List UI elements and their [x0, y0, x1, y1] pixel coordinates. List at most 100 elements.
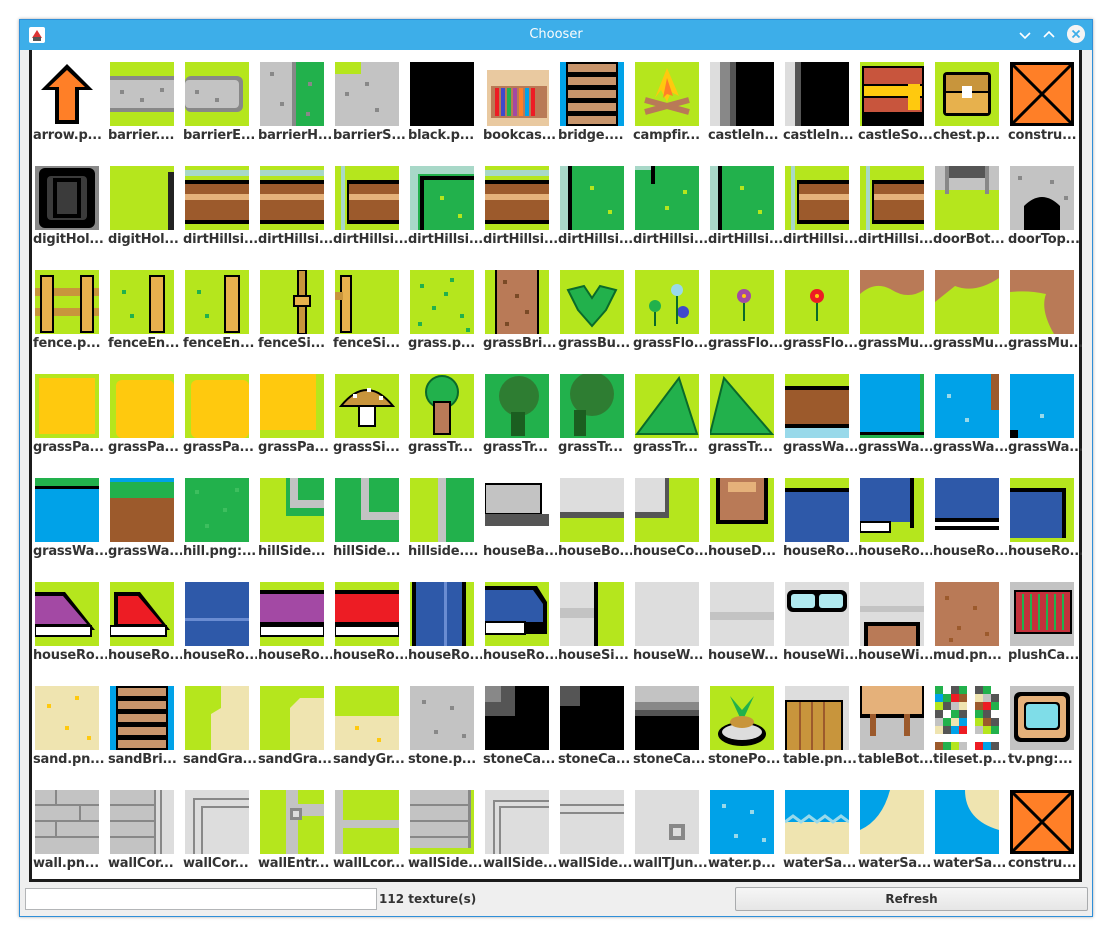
texture-tile[interactable]: tv.png:... — [1007, 682, 1082, 786]
texture-tile[interactable]: fence.p... — [32, 266, 107, 370]
texture-tile[interactable]: grassWa... — [932, 370, 1007, 474]
texture-tile[interactable]: houseWi... — [857, 578, 932, 682]
texture-tile[interactable]: waterSa... — [932, 786, 1007, 890]
minimize-icon[interactable] — [1016, 26, 1034, 44]
texture-tile[interactable]: campfir... — [632, 58, 707, 162]
texture-tile[interactable]: tableBot... — [857, 682, 932, 786]
texture-tile[interactable]: grassPa... — [257, 370, 332, 474]
texture-tile[interactable]: mud.pn... — [932, 578, 1007, 682]
texture-tile[interactable]: houseWi... — [782, 578, 857, 682]
texture-tile[interactable]: sandBri... — [107, 682, 182, 786]
texture-tile[interactable]: grassSi... — [332, 370, 407, 474]
texture-tile[interactable]: grassFlo... — [782, 266, 857, 370]
texture-tile[interactable]: houseRo... — [407, 578, 482, 682]
texture-tile[interactable]: water.p... — [707, 786, 782, 890]
texture-tile[interactable]: arrow.p... — [32, 58, 107, 162]
texture-tile[interactable]: grassTr... — [557, 370, 632, 474]
texture-tile[interactable]: wallSide... — [557, 786, 632, 890]
texture-tile[interactable]: houseRo... — [182, 578, 257, 682]
texture-tile[interactable]: fenceEn... — [182, 266, 257, 370]
texture-tile[interactable]: castleSo... — [857, 58, 932, 162]
texture-tile[interactable]: grassTr... — [407, 370, 482, 474]
texture-tile[interactable]: hill.png:... — [182, 474, 257, 578]
texture-tile[interactable]: houseRo... — [482, 578, 557, 682]
texture-tile[interactable]: grassMu... — [857, 266, 932, 370]
texture-tile[interactable]: fenceSi... — [257, 266, 332, 370]
texture-tile[interactable]: houseRo... — [1007, 474, 1082, 578]
texture-tile[interactable]: grassPa... — [182, 370, 257, 474]
texture-tile[interactable]: sandyGr... — [332, 682, 407, 786]
texture-tile[interactable]: waterSa... — [782, 786, 857, 890]
texture-tile[interactable]: wallTJun... — [632, 786, 707, 890]
texture-tile[interactable]: barrier.... — [107, 58, 182, 162]
texture-tile[interactable]: constru... — [1007, 786, 1082, 890]
texture-tile[interactable]: constru... — [1007, 58, 1082, 162]
texture-tile[interactable]: wallCor... — [182, 786, 257, 890]
title-bar[interactable]: Chooser — [20, 20, 1092, 50]
texture-tile[interactable]: grassPa... — [107, 370, 182, 474]
texture-tile[interactable]: dirtHillsi... — [707, 162, 782, 266]
texture-tile[interactable]: dirtHillsi... — [407, 162, 482, 266]
texture-tile[interactable]: grassTr... — [707, 370, 782, 474]
texture-tile[interactable]: waterSa... — [857, 786, 932, 890]
texture-tile[interactable]: grassWa... — [782, 370, 857, 474]
texture-tile[interactable]: grassFlo... — [707, 266, 782, 370]
texture-tile[interactable]: houseRo... — [257, 578, 332, 682]
texture-tile[interactable]: dirtHillsi... — [257, 162, 332, 266]
texture-tile[interactable]: houseRo... — [32, 578, 107, 682]
texture-tile[interactable]: grassWa... — [1007, 370, 1082, 474]
texture-tile[interactable]: stoneCa... — [557, 682, 632, 786]
close-icon[interactable] — [1067, 25, 1085, 43]
texture-tile[interactable]: bookcas... — [482, 58, 557, 162]
texture-tile[interactable]: houseSi... — [557, 578, 632, 682]
texture-tile[interactable]: wallLcor... — [332, 786, 407, 890]
texture-tile[interactable]: stoneCa... — [482, 682, 557, 786]
texture-tile[interactable]: houseRo... — [332, 578, 407, 682]
texture-tile[interactable]: hillside.... — [407, 474, 482, 578]
maximize-icon[interactable] — [1040, 26, 1058, 44]
texture-tile[interactable]: stonePo... — [707, 682, 782, 786]
texture-tile[interactable]: houseRo... — [857, 474, 932, 578]
texture-tile[interactable]: grassBu... — [557, 266, 632, 370]
texture-tile[interactable]: stoneCa... — [632, 682, 707, 786]
texture-tile[interactable]: dirtHillsi... — [557, 162, 632, 266]
texture-tile[interactable]: wall.pn... — [32, 786, 107, 890]
texture-tile[interactable]: plushCa... — [1007, 578, 1082, 682]
texture-tile[interactable]: grassTr... — [482, 370, 557, 474]
texture-tile[interactable]: houseRo... — [932, 474, 1007, 578]
texture-tile[interactable]: castleIn... — [707, 58, 782, 162]
texture-tile[interactable]: houseBa... — [482, 474, 557, 578]
texture-tile[interactable]: doorTop... — [1007, 162, 1082, 266]
texture-tile[interactable]: chest.p... — [932, 58, 1007, 162]
texture-tile[interactable]: dirtHillsi... — [332, 162, 407, 266]
status-field[interactable] — [25, 888, 377, 910]
texture-tile[interactable]: wallSide... — [407, 786, 482, 890]
texture-tile[interactable]: dirtHillsi... — [632, 162, 707, 266]
texture-tile[interactable]: grassWa... — [107, 474, 182, 578]
texture-tile[interactable]: grassMu... — [1007, 266, 1082, 370]
texture-tile[interactable]: barrierE... — [182, 58, 257, 162]
texture-tile[interactable]: houseCo... — [632, 474, 707, 578]
texture-tile[interactable]: grassPa... — [32, 370, 107, 474]
texture-tile[interactable]: houseW... — [707, 578, 782, 682]
texture-tile[interactable]: houseBo... — [557, 474, 632, 578]
texture-tile[interactable]: doorBot... — [932, 162, 1007, 266]
texture-tile[interactable]: grassTr... — [632, 370, 707, 474]
texture-tile[interactable]: sandGra... — [182, 682, 257, 786]
texture-tile[interactable]: grassMu... — [932, 266, 1007, 370]
texture-tile[interactable]: houseRo... — [107, 578, 182, 682]
texture-tile[interactable]: dirtHillsi... — [482, 162, 557, 266]
texture-tile[interactable]: fenceSi... — [332, 266, 407, 370]
texture-tile[interactable]: tileset.p... — [932, 682, 1007, 786]
texture-tile[interactable]: fenceEn... — [107, 266, 182, 370]
texture-tile[interactable]: grassBri... — [482, 266, 557, 370]
texture-tile[interactable]: houseRo... — [782, 474, 857, 578]
texture-tile[interactable]: grass.p... — [407, 266, 482, 370]
texture-tile[interactable]: digitHol... — [32, 162, 107, 266]
texture-tile[interactable]: wallCor... — [107, 786, 182, 890]
texture-tile[interactable]: bridge.... — [557, 58, 632, 162]
texture-tile[interactable]: barrierS... — [332, 58, 407, 162]
texture-tile[interactable]: wallEntr... — [257, 786, 332, 890]
texture-tile[interactable]: dirtHillsi... — [782, 162, 857, 266]
texture-tile[interactable]: grassFlo... — [632, 266, 707, 370]
